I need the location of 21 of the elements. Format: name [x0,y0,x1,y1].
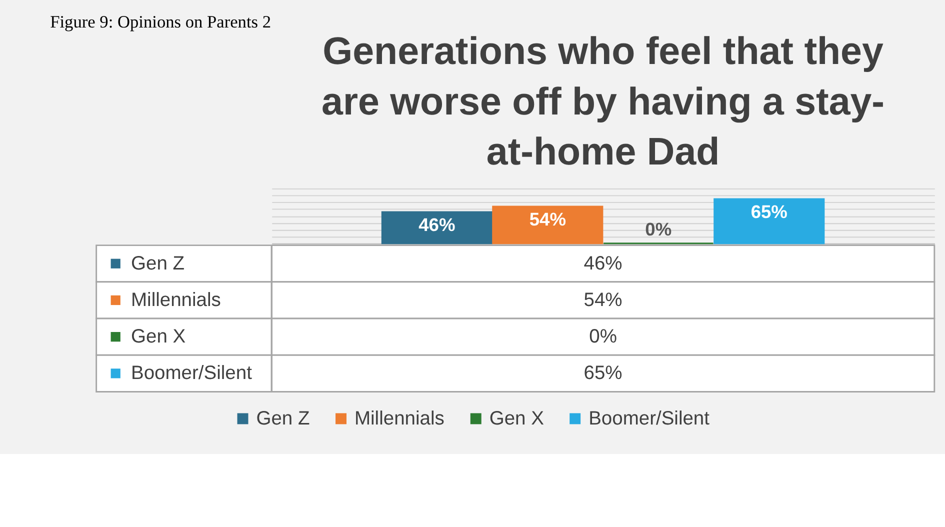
bar [381,211,492,244]
legend-label: Boomer/Silent [588,408,710,430]
text: 46% [584,253,622,274]
text: Boomer/Silent [131,363,252,384]
legend-label: Gen Z [256,408,310,430]
data-label: 54% [529,208,566,230]
text: Gen Z [131,253,185,274]
legend-label: Gen X [489,408,544,430]
chart-title: Generations who feel that they are worse off by having a stay-at-home Dad [322,30,884,174]
bar [492,206,604,244]
text: Gen X [131,326,186,348]
caption: Figure 9: Opinions on Parents 2 [50,12,272,32]
text: 65% [584,363,622,384]
legend-label: Millennials [354,408,444,430]
data-label: 65% [750,201,788,222]
text: 0% [589,326,617,348]
data-label: 0% [645,218,672,240]
bar [714,198,825,244]
text: Millennials [131,290,221,311]
text: 54% [584,290,622,311]
data-label: 46% [418,214,456,236]
